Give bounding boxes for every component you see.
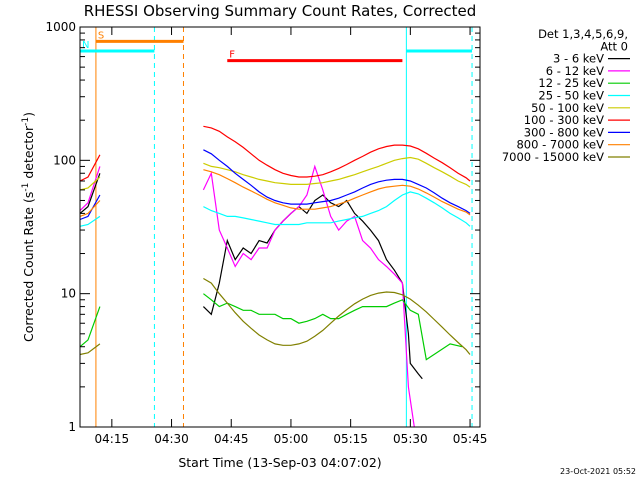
flag-label: S	[98, 30, 104, 41]
chart-title: RHESSI Observing Summary Count Rates, Co…	[84, 2, 477, 20]
legend-label: 100 - 300 keV	[524, 113, 604, 127]
series-6-12keV	[79, 164, 415, 428]
series-line	[79, 154, 101, 182]
legend-header: Att 0	[600, 39, 628, 53]
series-50-100keV	[79, 156, 471, 191]
x-tick-label: 05:00	[274, 432, 309, 446]
flag-label: F	[229, 50, 235, 61]
legend-label: 800 - 7000 keV	[516, 138, 604, 152]
series-line	[79, 215, 101, 227]
y-tick-label: 1000	[45, 20, 76, 34]
x-tick-label: 05:15	[333, 432, 368, 446]
series-line	[203, 191, 471, 227]
legend-label: 3 - 6 keV	[553, 52, 604, 66]
y-tick-label: 10	[61, 287, 76, 301]
flag-label: N	[82, 40, 89, 51]
legend-label: 7000 - 15000 keV	[502, 150, 604, 164]
series-line	[79, 306, 101, 348]
generated-timestamp: 23-Oct-2021 05:52	[560, 467, 636, 476]
legend-header: Det 1,3,4,5,6,9,	[538, 27, 628, 41]
plot-frame	[79, 26, 481, 428]
series-line	[203, 277, 471, 355]
series-line	[79, 194, 101, 221]
legend-label: 6 - 12 keV	[546, 64, 604, 78]
legend-label: 50 - 100 keV	[531, 101, 604, 115]
series-800-7000keV	[79, 169, 471, 217]
y-tick-label: 1	[68, 420, 76, 434]
series-12-25keV	[79, 293, 463, 361]
x-tick-label: 05:45	[453, 432, 488, 446]
series-25-50keV	[79, 191, 471, 227]
series-line	[79, 343, 101, 356]
y-tick-label: 100	[53, 153, 76, 167]
x-axis-label: Start Time (13-Sep-03 04:07:02)	[178, 455, 381, 470]
legend-label: 25 - 50 keV	[538, 89, 604, 103]
series-line	[203, 169, 471, 216]
series-line	[202, 164, 415, 428]
series-line	[79, 176, 101, 191]
series-line	[79, 173, 101, 214]
series-line	[203, 125, 471, 182]
series-line	[203, 156, 471, 188]
x-tick-label: 04:15	[95, 432, 130, 446]
series-100-300keV	[79, 125, 471, 182]
series-line	[203, 293, 463, 361]
x-tick-label: 04:30	[154, 432, 189, 446]
legend-label: 12 - 25 keV	[538, 76, 604, 90]
series-300-800keV	[79, 149, 471, 221]
x-tick-label: 04:45	[214, 432, 249, 446]
series-line	[203, 149, 471, 214]
series-line	[79, 166, 101, 212]
series-3-6keV	[79, 173, 423, 380]
series-line	[79, 200, 101, 217]
y-axis-label: Corrected Count Rate (s-1 detector-1)	[21, 112, 36, 342]
series-line	[202, 194, 423, 380]
x-tick-label: 05:30	[393, 432, 428, 446]
legend-label: 300 - 800 keV	[524, 125, 604, 139]
series-7000-15000keV	[79, 277, 471, 356]
